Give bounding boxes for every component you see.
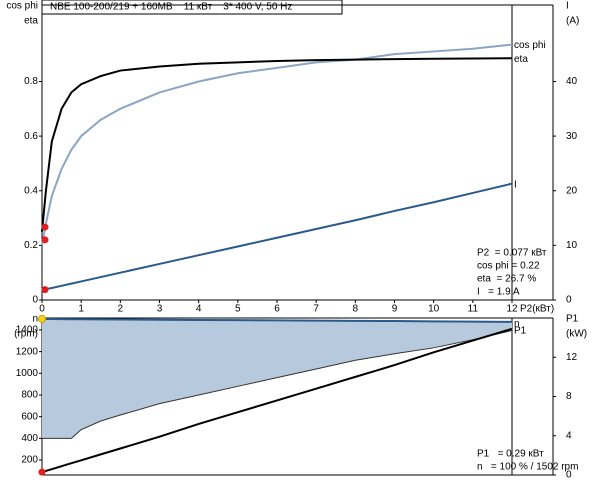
series-line (41, 327, 513, 474)
y-tick-label: 0.2 (24, 240, 38, 251)
series-label: n (514, 319, 520, 330)
y2-axis-label: P1 (566, 314, 579, 325)
chart-title: NBE 100-200/219 + 160MB 11 кВт 3* 400 V,… (50, 2, 292, 13)
series-label: P1 (514, 325, 527, 336)
y2-tick-label: 10 (566, 240, 578, 251)
operating-point (38, 314, 46, 323)
y2-axis-label: (kW) (566, 329, 587, 340)
operating-point (41, 236, 49, 244)
y2-tick-label: 12 (566, 352, 578, 363)
x-tick-label: 8 (353, 304, 359, 315)
x-tick-label: 12 (506, 304, 518, 315)
series-line (41, 57, 513, 232)
x-tick-label: 3 (157, 304, 163, 315)
y2-tick-label: 30 (566, 131, 578, 142)
y-axis-label: (rpm) (14, 329, 38, 340)
y2-tick-label: 4 (566, 430, 572, 441)
y2-tick-label: 0 (566, 470, 572, 480)
y2-tick-label: 8 (566, 391, 572, 402)
operating-point (41, 223, 49, 231)
x-tick-label: 9 (392, 304, 398, 315)
y-axis-label: eta (24, 16, 38, 27)
y2-axis-label: I (566, 1, 569, 12)
range-area (42, 318, 512, 439)
x-tick-label: 5 (235, 304, 241, 315)
y2-axis-label: (A) (566, 16, 579, 27)
y-tick-label: 400 (21, 433, 38, 444)
info-text: eta = 26.7 % (477, 274, 536, 285)
operating-point (41, 286, 49, 294)
x-tick-label: 2 (118, 304, 124, 315)
series-line (41, 317, 513, 323)
y-tick-label: 800 (21, 390, 38, 401)
x-tick-label: 11 (468, 304, 479, 315)
y-tick-label: 0.4 (24, 185, 38, 196)
info-text: cos phi = 0.22 (477, 261, 540, 272)
range-lower-line (42, 329, 513, 439)
y-axis-label: n (32, 314, 38, 325)
y-tick-label: 600 (21, 411, 38, 422)
y-tick-label: 0 (32, 295, 38, 306)
y2-tick-label: 40 (566, 76, 578, 87)
x-tick-label: 6 (274, 304, 280, 315)
x-tick-label: 1 (78, 304, 84, 315)
y2-tick-label: 0 (566, 295, 572, 306)
series-line (41, 43, 513, 246)
y-axis-label: cos phi (6, 1, 38, 12)
y-tick-label: 1200 (16, 346, 39, 357)
y-tick-label: 200 (21, 455, 38, 466)
x-tick-label: 7 (313, 304, 319, 315)
y-tick-label: 0.6 (24, 131, 38, 142)
series-line (41, 182, 513, 291)
info-text: n = 100 % / 1502 rpm (477, 462, 578, 473)
operating-point (38, 468, 46, 476)
info-text: P1 = 0.29 кВт (477, 449, 544, 460)
x-tick-label: 4 (196, 304, 202, 315)
x-axis-label: P2(кВт) (520, 304, 554, 315)
y-tick-label: 1000 (16, 368, 39, 379)
y2-tick-label: 20 (566, 185, 578, 196)
info-text: P2 = 0.077 кВт (477, 248, 547, 259)
series-label: cos phi (514, 40, 546, 51)
x-tick-label: 10 (428, 304, 440, 315)
series-label: I (514, 179, 517, 190)
series-label: eta (514, 54, 528, 65)
info-text: I = 1.9 A (477, 287, 520, 298)
x-tick-label: 0 (39, 304, 45, 315)
y-tick-label: 0.8 (24, 76, 38, 87)
y-tick-label: 1400 (16, 325, 39, 336)
